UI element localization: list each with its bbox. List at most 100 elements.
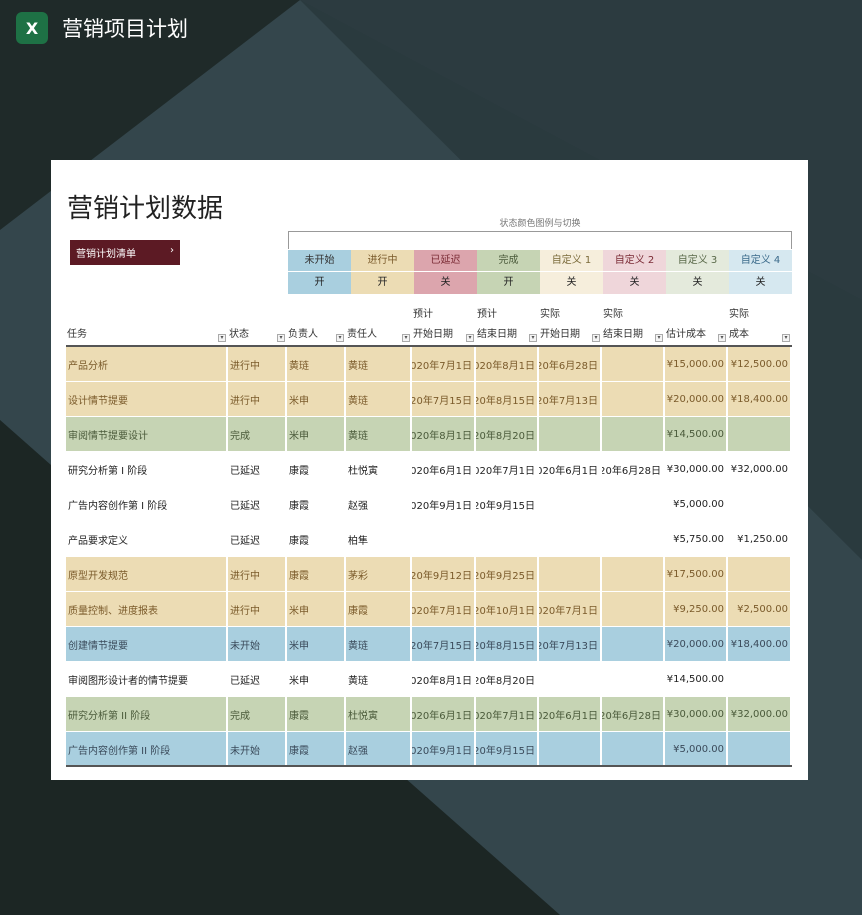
table-cell[interactable]: [412, 522, 476, 556]
table-cell[interactable]: ¥14,500.00: [665, 417, 728, 451]
marketing-list-button[interactable]: 营销计划清单 ›: [70, 240, 180, 265]
table-cell[interactable]: 2020年7月13日: [539, 382, 602, 416]
table-cell[interactable]: 2020年6月1日: [539, 452, 602, 486]
table-cell[interactable]: 研究分析第 I 阶段: [66, 452, 228, 486]
table-cell[interactable]: 黄琏: [346, 417, 412, 451]
table-cell[interactable]: [602, 347, 665, 381]
table-row[interactable]: 产品分析进行中黄琏黄琏2020年7月1日2020年8月1日2020年6月28日¥…: [66, 347, 792, 382]
table-cell[interactable]: 原型开发规范: [66, 557, 228, 591]
table-cell[interactable]: [728, 557, 792, 591]
table-cell[interactable]: 2020年6月1日: [539, 697, 602, 731]
table-cell[interactable]: 柏隼: [346, 522, 412, 556]
table-cell[interactable]: 研究分析第 II 阶段: [66, 697, 228, 731]
table-row[interactable]: 设计情节提要进行中米申黄琏2020年7月15日2020年8月15日2020年7月…: [66, 382, 792, 417]
legend-item[interactable]: 已延迟关: [414, 250, 477, 294]
legend-toggle[interactable]: 关: [440, 277, 451, 288]
legend-item[interactable]: 自定义 1 关: [540, 250, 603, 294]
filter-dropdown-icon[interactable]: ▾: [277, 334, 285, 342]
table-cell[interactable]: 2020年7月1日: [539, 592, 602, 626]
table-cell[interactable]: 2020年6月28日: [602, 452, 665, 486]
table-cell[interactable]: ¥5,000.00: [665, 487, 728, 521]
filter-dropdown-icon[interactable]: ▾: [218, 334, 226, 342]
table-cell[interactable]: 2020年7月1日: [476, 697, 539, 731]
table-cell[interactable]: 2020年7月1日: [412, 592, 476, 626]
table-cell[interactable]: [602, 522, 665, 556]
table-cell[interactable]: ¥20,000.00: [665, 382, 728, 416]
table-cell[interactable]: ¥18,400.00: [728, 382, 792, 416]
table-cell[interactable]: [539, 662, 602, 696]
table-cell[interactable]: 广告内容创作第 I 阶段: [66, 487, 228, 521]
table-cell[interactable]: [539, 487, 602, 521]
table-cell[interactable]: [728, 417, 792, 451]
table-cell[interactable]: 2020年6月28日: [539, 347, 602, 381]
legend-item[interactable]: 自定义 4 关: [729, 250, 792, 294]
table-cell[interactable]: 2020年9月25日: [476, 557, 539, 591]
table-cell[interactable]: 2020年8月15日: [476, 627, 539, 661]
table-cell[interactable]: ¥17,500.00: [665, 557, 728, 591]
table-cell[interactable]: 进行中: [228, 592, 287, 626]
table-cell[interactable]: 设计情节提要: [66, 382, 228, 416]
table-cell[interactable]: 已延迟: [228, 452, 287, 486]
table-cell[interactable]: 未开始: [228, 732, 287, 766]
table-cell[interactable]: 康霞: [287, 487, 346, 521]
table-cell[interactable]: ¥2,500.00: [728, 592, 792, 626]
table-cell[interactable]: 黄琏: [346, 382, 412, 416]
table-cell[interactable]: ¥14,500.00: [665, 662, 728, 696]
table-cell[interactable]: 康霞: [287, 452, 346, 486]
table-row[interactable]: 原型开发规范进行中康霞茅彩2020年9月12日2020年9月25日 ¥17,500…: [66, 557, 792, 592]
table-cell[interactable]: ¥32,000.00: [728, 697, 792, 731]
table-cell[interactable]: 2020年6月1日: [412, 452, 476, 486]
table-cell[interactable]: ¥5,750.00: [665, 522, 728, 556]
table-cell[interactable]: ¥32,000.00: [728, 452, 792, 486]
table-cell[interactable]: 进行中: [228, 557, 287, 591]
table-cell[interactable]: [728, 487, 792, 521]
table-row[interactable]: 审阅图形设计者的情节提要已延迟米申黄琏2020年8月1日2020年8月20日 ¥1…: [66, 662, 792, 697]
table-cell[interactable]: 2020年9月15日: [476, 487, 539, 521]
filter-dropdown-icon[interactable]: ▾: [336, 334, 344, 342]
table-cell[interactable]: 已延迟: [228, 522, 287, 556]
table-cell[interactable]: 进行中: [228, 382, 287, 416]
table-cell[interactable]: 2020年6月1日: [412, 697, 476, 731]
table-cell[interactable]: ¥1,250.00: [728, 522, 792, 556]
table-row[interactable]: 质量控制、进度报表进行中米申康霞2020年7月1日2020年10月1日2020年…: [66, 592, 792, 627]
table-cell[interactable]: [728, 732, 792, 766]
table-row[interactable]: 创建情节提要未开始米申黄琏2020年7月15日2020年8月15日2020年7月…: [66, 627, 792, 662]
table-cell[interactable]: 2020年7月1日: [412, 347, 476, 381]
table-cell[interactable]: 米申: [287, 417, 346, 451]
legend-toggle[interactable]: 关: [692, 277, 703, 288]
legend-toggle[interactable]: 关: [566, 277, 577, 288]
table-cell[interactable]: 2020年9月12日: [412, 557, 476, 591]
table-cell[interactable]: 康霞: [346, 592, 412, 626]
table-cell[interactable]: 杜悦寅: [346, 452, 412, 486]
filter-dropdown-icon[interactable]: ▾: [466, 334, 474, 342]
table-cell[interactable]: 杜悦寅: [346, 697, 412, 731]
table-cell[interactable]: 产品分析: [66, 347, 228, 381]
table-cell[interactable]: 茅彩: [346, 557, 412, 591]
filter-dropdown-icon[interactable]: ▾: [402, 334, 410, 342]
table-cell[interactable]: [602, 627, 665, 661]
table-cell[interactable]: 2020年7月15日: [412, 382, 476, 416]
table-cell[interactable]: 广告内容创作第 II 阶段: [66, 732, 228, 766]
table-cell[interactable]: [539, 557, 602, 591]
table-cell[interactable]: 2020年8月20日: [476, 417, 539, 451]
table-cell[interactable]: 康霞: [287, 697, 346, 731]
legend-toggle[interactable]: 开: [377, 277, 388, 288]
table-cell[interactable]: 2020年8月15日: [476, 382, 539, 416]
table-cell[interactable]: 2020年8月1日: [476, 347, 539, 381]
filter-dropdown-icon[interactable]: ▾: [529, 334, 537, 342]
table-cell[interactable]: 进行中: [228, 347, 287, 381]
table-cell[interactable]: 米申: [287, 662, 346, 696]
legend-toggle[interactable]: 关: [629, 277, 640, 288]
table-cell[interactable]: 米申: [287, 592, 346, 626]
table-cell[interactable]: 黄琏: [346, 627, 412, 661]
table-cell[interactable]: ¥30,000.00: [665, 697, 728, 731]
table-cell[interactable]: 2020年9月1日: [412, 487, 476, 521]
table-cell[interactable]: 已延迟: [228, 662, 287, 696]
table-cell[interactable]: [602, 557, 665, 591]
table-cell[interactable]: 2020年7月13日: [539, 627, 602, 661]
table-cell[interactable]: [476, 522, 539, 556]
table-cell[interactable]: 康霞: [287, 522, 346, 556]
table-cell[interactable]: 创建情节提要: [66, 627, 228, 661]
table-cell[interactable]: 审阅图形设计者的情节提要: [66, 662, 228, 696]
filter-dropdown-icon[interactable]: ▾: [718, 334, 726, 342]
